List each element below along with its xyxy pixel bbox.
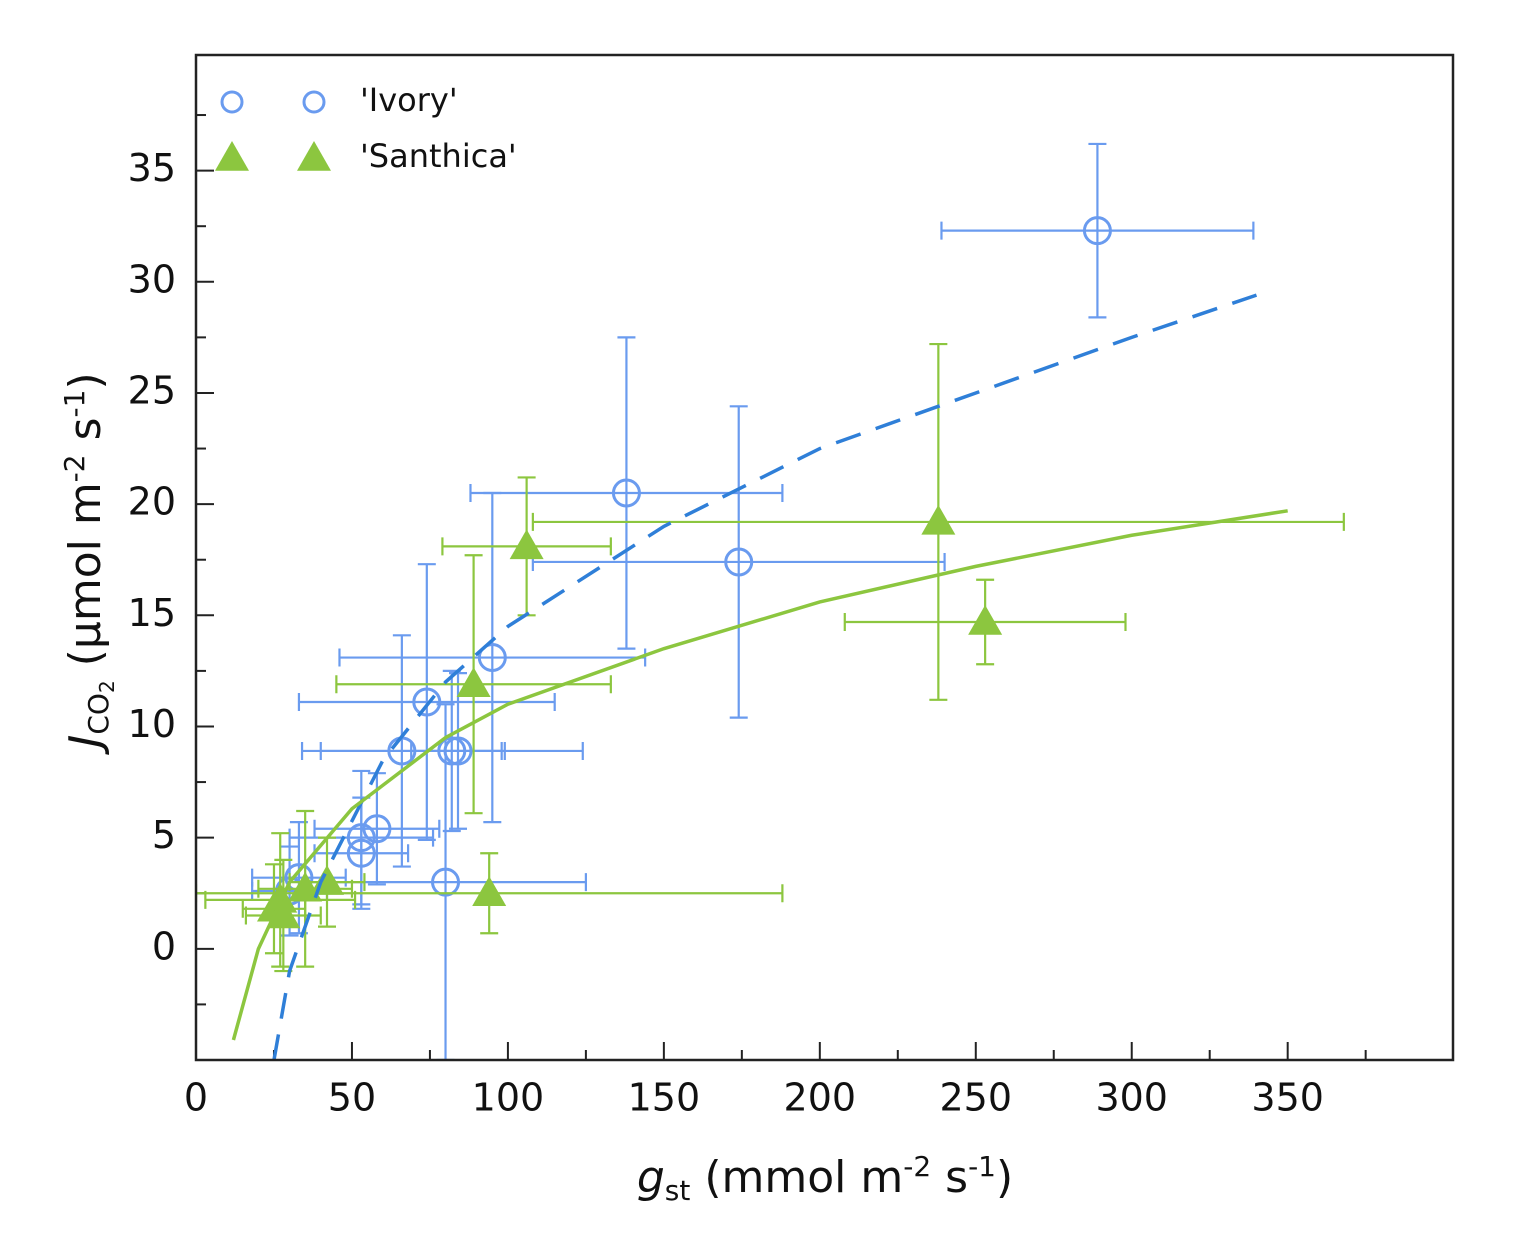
x-tick-label: 50: [328, 1076, 376, 1120]
plot-frame: [194, 53, 1455, 1062]
x-tick-label: 0: [184, 1076, 208, 1120]
label-part: -2: [58, 454, 91, 482]
point: [443, 736, 473, 766]
legend-marker: [215, 141, 249, 171]
legend-marker: [220, 90, 244, 114]
fit-line: [272, 293, 1258, 1060]
legend-marker: [297, 141, 331, 171]
point: [456, 667, 491, 697]
x-tick-label: 350: [1251, 1076, 1324, 1120]
label-part: ): [60, 372, 111, 389]
point: [362, 814, 392, 844]
label-part: g: [637, 1152, 665, 1203]
label-part: -2: [903, 1150, 931, 1183]
y-tick-label: 30: [128, 257, 176, 301]
fit-line: [231, 509, 1288, 1041]
point: [724, 547, 754, 577]
y-tick-label: 20: [128, 480, 176, 524]
x-tick-label: 250: [940, 1076, 1013, 1120]
x-tick-label: 150: [628, 1076, 701, 1120]
point: [346, 838, 376, 868]
label-part: s: [931, 1152, 968, 1203]
y-tick-label: 25: [128, 368, 176, 412]
y-error-bar: [617, 336, 636, 650]
y-error-bar: [483, 491, 502, 824]
label-part: CO: [82, 693, 115, 735]
point: [310, 865, 345, 895]
point: [431, 867, 461, 897]
y-tick-label: 5: [152, 813, 176, 857]
label-part: -1: [58, 390, 91, 418]
label-part: (mmol m: [690, 1152, 903, 1203]
label-part: ): [996, 1152, 1013, 1203]
y-tick-label: 10: [128, 702, 176, 746]
point: [346, 823, 376, 853]
x-tick-label: 100: [472, 1076, 545, 1120]
label-part: 2: [95, 680, 119, 693]
y-tick-label: 35: [128, 146, 176, 190]
label-part: st: [665, 1174, 691, 1207]
legend-marker: [302, 90, 326, 114]
label-part: (µmol m: [60, 482, 111, 680]
point: [1082, 216, 1112, 246]
x-tick-label: 200: [784, 1076, 857, 1120]
y-error-bar: [729, 405, 748, 719]
point: [472, 876, 507, 906]
label-part: -1: [968, 1150, 996, 1183]
plot-area: [196, 142, 1345, 1060]
label-part: J: [60, 735, 111, 756]
point: [509, 529, 544, 560]
legend-label: 'Santhica': [360, 137, 517, 175]
x-tick-label: 300: [1095, 1076, 1168, 1120]
point: [968, 604, 1003, 635]
point: [412, 687, 442, 717]
point: [921, 504, 956, 535]
y-tick-label: 15: [128, 591, 176, 635]
y-axis-label: JCO2 (µmol m-2 s-1): [58, 372, 119, 755]
point: [611, 478, 641, 508]
point: [256, 891, 291, 922]
point: [477, 643, 507, 673]
legend-label: 'Ivory': [360, 81, 458, 119]
x-axis-label: gst (mmol m-2 s-1): [637, 1150, 1013, 1207]
label-part: s: [60, 417, 111, 454]
y-error-bar: [1088, 142, 1107, 319]
y-tick-label: 0: [152, 924, 176, 968]
